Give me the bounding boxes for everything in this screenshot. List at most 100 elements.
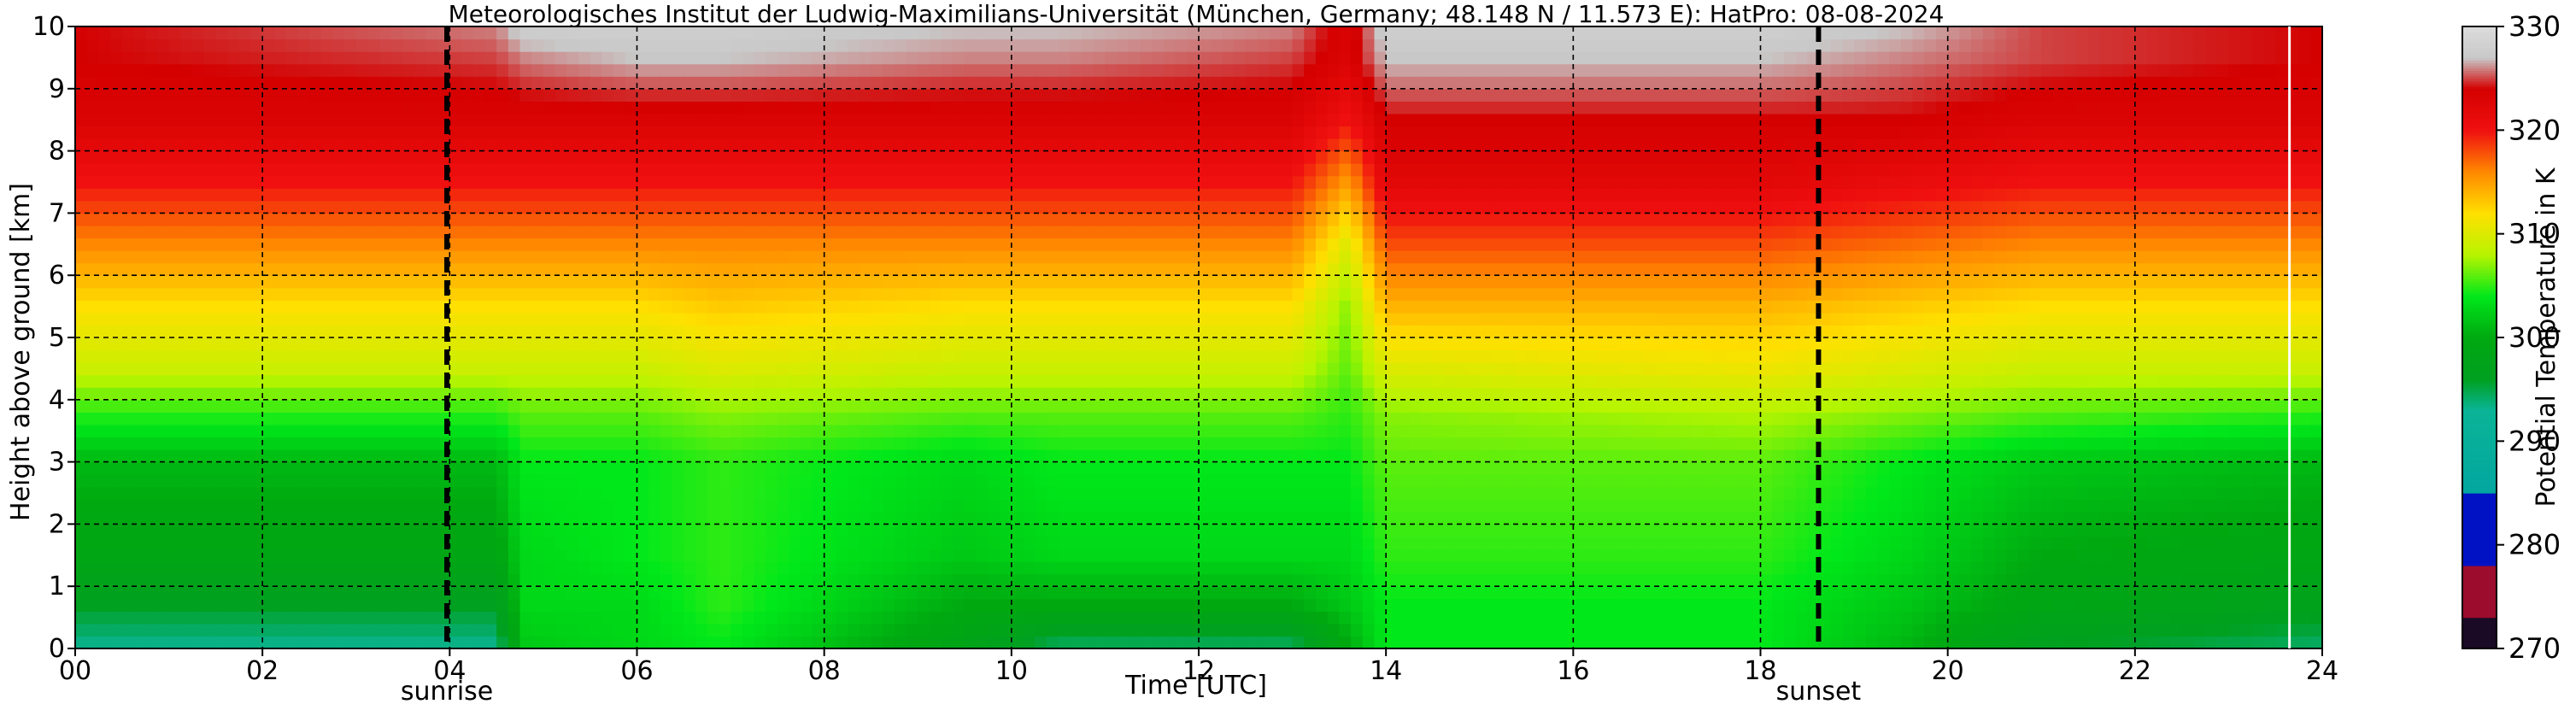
- heatmap-cell: [566, 362, 579, 376]
- heatmap-cell: [1000, 399, 1012, 413]
- heatmap-cell: [953, 611, 965, 625]
- heatmap-cell: [1222, 51, 1235, 65]
- heatmap-cell: [1222, 424, 1235, 438]
- heatmap-cell: [824, 225, 836, 239]
- heatmap-cell: [75, 499, 88, 513]
- heatmap-cell: [731, 399, 743, 413]
- heatmap-cell: [836, 636, 848, 649]
- heatmap-cell: [121, 188, 135, 202]
- heatmap-cell: [625, 163, 638, 177]
- heatmap-cell: [414, 412, 427, 425]
- heatmap-cell: [168, 437, 181, 450]
- heatmap-cell: [894, 636, 907, 649]
- heatmap-cell: [1152, 88, 1165, 102]
- heatmap-cell: [812, 138, 825, 152]
- heatmap-cell: [777, 598, 790, 612]
- heatmap-cell: [707, 474, 719, 488]
- heatmap-cell: [731, 175, 743, 189]
- heatmap-cell: [789, 113, 801, 127]
- heatmap-cell: [449, 287, 462, 301]
- heatmap-cell: [590, 312, 603, 326]
- heatmap-cell: [578, 138, 591, 152]
- heatmap-cell: [1093, 611, 1106, 625]
- heatmap-cell: [1175, 113, 1188, 127]
- heatmap-cell: [871, 412, 883, 425]
- heatmap-cell: [976, 88, 989, 102]
- heatmap-cell: [953, 598, 965, 612]
- heatmap-cell: [918, 424, 930, 438]
- heatmap-cell: [754, 611, 766, 625]
- heatmap-cell: [965, 511, 977, 525]
- heatmap-cell: [110, 461, 123, 475]
- heatmap-cell: [742, 586, 755, 600]
- heatmap-cell: [297, 175, 310, 189]
- heatmap-cell: [344, 200, 357, 214]
- heatmap-cell: [98, 300, 111, 314]
- heatmap-cell: [754, 573, 766, 587]
- heatmap-cell: [227, 499, 240, 513]
- heatmap-cell: [110, 51, 123, 65]
- heatmap-cell: [1222, 511, 1235, 525]
- heatmap-cell: [637, 387, 649, 401]
- heatmap-cell: [988, 287, 1000, 301]
- heatmap-cell: [578, 287, 591, 301]
- heatmap-cell: [1163, 511, 1177, 525]
- heatmap-cell: [86, 337, 99, 351]
- heatmap-cell: [1070, 138, 1083, 152]
- heatmap-cell: [684, 536, 696, 550]
- heatmap-cell: [262, 586, 275, 600]
- heatmap-cell: [777, 262, 790, 276]
- heatmap-cell: [1105, 101, 1118, 114]
- heatmap-cell: [543, 511, 556, 525]
- heatmap-cell: [859, 586, 872, 600]
- heatmap-cell: [203, 362, 216, 376]
- heatmap-cell: [1199, 300, 1212, 314]
- heatmap-cell: [425, 511, 439, 525]
- heatmap-cell: [1082, 76, 1094, 90]
- heatmap-cell: [566, 461, 579, 475]
- heatmap-cell: [660, 636, 673, 649]
- heatmap-cell: [110, 26, 123, 40]
- heatmap-cell: [941, 536, 954, 550]
- heatmap-cell: [449, 524, 462, 537]
- heatmap-cell: [168, 238, 181, 251]
- heatmap-cell: [227, 213, 240, 226]
- heatmap-cell: [871, 325, 883, 338]
- heatmap-cell: [1210, 250, 1223, 264]
- heatmap-cell: [601, 262, 614, 276]
- heatmap-cell: [684, 598, 696, 612]
- heatmap-cell: [1082, 150, 1094, 164]
- heatmap-cell: [941, 437, 954, 450]
- heatmap-cell: [824, 262, 836, 276]
- heatmap-cell: [1222, 300, 1235, 314]
- heatmap-cell: [379, 225, 392, 239]
- heatmap-cell: [684, 238, 696, 251]
- heatmap-cell: [1105, 586, 1118, 600]
- heatmap-cell: [625, 76, 638, 90]
- heatmap-cell: [191, 138, 205, 152]
- heatmap-cell: [75, 163, 88, 177]
- heatmap-cell: [297, 449, 310, 463]
- heatmap-cell: [590, 598, 603, 612]
- heatmap-cell: [965, 175, 977, 189]
- heatmap-cell: [297, 225, 310, 239]
- heatmap-cell: [508, 437, 521, 450]
- heatmap-cell: [812, 200, 825, 214]
- heatmap-cell: [1187, 138, 1200, 152]
- heatmap-cell: [777, 287, 790, 301]
- heatmap-cell: [390, 611, 404, 625]
- heatmap-cell: [1152, 150, 1165, 164]
- heatmap-cell: [1187, 549, 1200, 562]
- heatmap-cell: [859, 561, 872, 575]
- heatmap-cell: [191, 163, 205, 177]
- heatmap-cell: [848, 549, 860, 562]
- heatmap-cell: [1140, 287, 1153, 301]
- heatmap-cell: [1011, 287, 1024, 301]
- heatmap-cell: [344, 175, 357, 189]
- heatmap-cell: [508, 486, 521, 500]
- heatmap-cell: [754, 150, 766, 164]
- heatmap-cell: [1105, 412, 1118, 425]
- heatmap-cell: [929, 213, 942, 226]
- heatmap-cell: [824, 611, 836, 625]
- heatmap-cell: [1093, 362, 1106, 376]
